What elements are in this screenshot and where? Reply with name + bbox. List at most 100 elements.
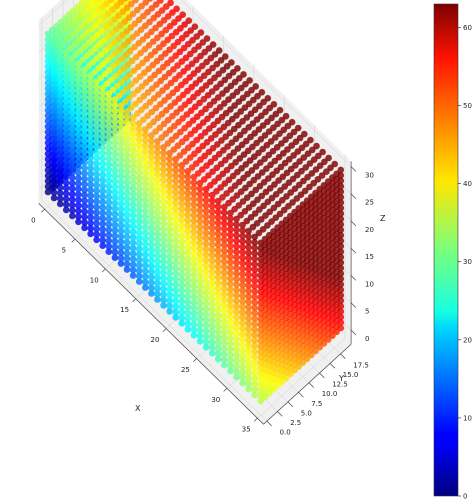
scatter-point <box>81 93 88 101</box>
scatter-point <box>129 255 137 263</box>
scatter-point <box>56 53 64 61</box>
scatter-point <box>257 136 265 143</box>
scatter-point <box>166 199 173 206</box>
scatter-point <box>208 284 216 292</box>
scatter-point <box>233 302 240 310</box>
scatter-point <box>231 102 238 109</box>
scatter-point <box>222 133 229 140</box>
scatter-point <box>110 63 117 70</box>
scatter-point <box>111 199 119 207</box>
scatter-point <box>77 23 85 31</box>
scatter-point <box>75 153 82 160</box>
scatter-point <box>178 211 186 218</box>
scatter-point <box>132 77 140 84</box>
y-tick-label: 0.0 <box>280 429 291 437</box>
scatter-point <box>63 25 70 32</box>
scatter-point <box>56 97 64 104</box>
scatter-point <box>146 18 153 26</box>
scatter-point <box>81 224 88 232</box>
scatter-point <box>172 161 179 169</box>
scatter-point <box>166 231 173 239</box>
scatter-point <box>99 95 106 102</box>
scatter-point <box>208 202 216 210</box>
scatter-point <box>99 160 106 168</box>
scatter-point <box>221 220 228 227</box>
scatter-point <box>135 152 143 160</box>
scatter-point <box>44 36 52 43</box>
scatter-point <box>87 219 94 227</box>
scatter-point <box>93 160 100 167</box>
scatter-point <box>208 219 216 226</box>
scatter-point <box>69 212 76 220</box>
scatter-point <box>56 118 64 126</box>
scatter-point <box>81 153 88 161</box>
scatter-point <box>267 138 275 145</box>
scatter-point <box>56 69 64 77</box>
scatter-point <box>337 166 345 174</box>
scatter-point <box>119 31 126 39</box>
scatter-point <box>69 152 76 160</box>
scatter-point <box>202 234 210 242</box>
scatter-point <box>171 75 179 83</box>
grid-line <box>38 0 68 26</box>
scatter-point <box>208 257 216 264</box>
scatter-point <box>87 72 94 79</box>
scatter-point <box>160 171 167 178</box>
scatter-point <box>123 206 131 213</box>
scatter-point <box>233 112 240 119</box>
scatter-point <box>292 138 300 146</box>
scatter-point <box>142 267 149 275</box>
scatter-point <box>202 256 210 264</box>
scatter-point <box>177 25 184 32</box>
scatter-point <box>81 197 88 204</box>
scatter-point <box>87 94 94 101</box>
scatter-point <box>178 249 186 256</box>
scatter-point <box>129 250 137 258</box>
scatter-point <box>239 352 246 360</box>
scatter-point <box>166 264 173 272</box>
scatter-point <box>239 232 246 240</box>
scatter-point <box>129 223 137 230</box>
scatter-point <box>214 290 222 298</box>
scatter-point <box>50 172 58 180</box>
scatter-point <box>131 20 139 28</box>
scatter-point <box>154 198 161 205</box>
scatter-point <box>214 355 222 363</box>
scatter-point <box>44 128 52 136</box>
scatter-point <box>137 49 144 57</box>
scatter-point <box>266 104 274 112</box>
scatter-point <box>96 17 104 25</box>
scatter-point <box>148 252 155 259</box>
scatter-point <box>273 144 281 151</box>
scatter-point <box>81 66 88 74</box>
scatter-point <box>166 242 173 250</box>
scatter-point <box>245 233 252 240</box>
scatter-point <box>274 120 281 128</box>
scatter-point <box>154 176 161 183</box>
scatter-point <box>172 177 179 185</box>
y-tick-label: 17.5 <box>353 361 369 369</box>
scatter-point <box>245 336 252 344</box>
scatter-point <box>216 127 223 134</box>
scatter-point <box>111 134 119 142</box>
scatter-point <box>129 157 137 165</box>
scatter-point <box>154 192 161 200</box>
scatter-point <box>219 194 226 201</box>
scatter-point <box>111 123 119 131</box>
y-tick-mark <box>319 372 325 379</box>
scatter-point <box>257 326 265 334</box>
colorbar-tick-label: 50 <box>463 102 472 110</box>
scatter-point <box>246 77 253 84</box>
scatter-point <box>251 391 258 399</box>
scatter-point <box>172 172 179 179</box>
scatter-point <box>75 76 82 84</box>
scatter-point <box>193 113 201 120</box>
scatter-point <box>214 141 221 148</box>
scatter-point <box>208 306 216 313</box>
scatter-point <box>196 267 204 274</box>
scatter-point <box>239 270 246 278</box>
scatter-point <box>139 36 147 43</box>
scatter-point <box>324 178 332 185</box>
scatter-point <box>262 212 269 219</box>
scatter-point <box>93 165 100 173</box>
